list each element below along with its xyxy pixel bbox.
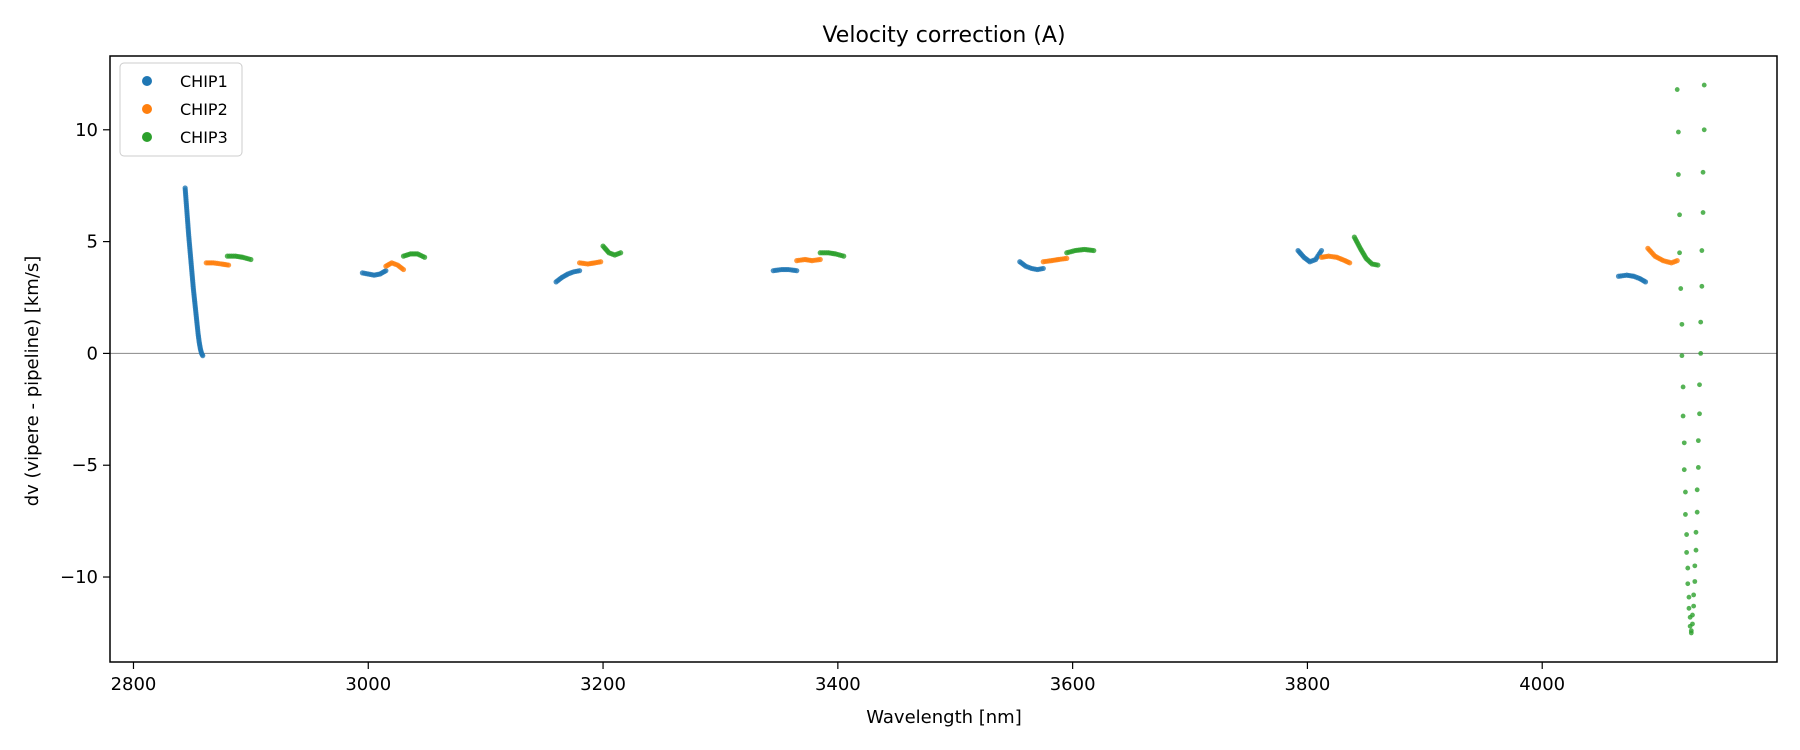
data-point [1697,411,1702,417]
y-tick-label: −5 [71,455,98,476]
data-point [1683,489,1688,495]
series-chip1 [182,185,1649,359]
data-point [1697,382,1702,388]
y-tick-label: 5 [87,232,98,253]
data-point [225,262,232,268]
legend-label-chip2: CHIP2 [180,100,228,119]
y-tick-label: 10 [75,120,98,141]
data-point [1674,87,1680,92]
x-tick-label: 2800 [111,674,157,695]
data-point [618,250,624,256]
data-point [1679,321,1685,327]
series-chip3 [224,82,1707,636]
data-point [1700,210,1706,215]
data-point [1675,172,1681,177]
data-point [1675,129,1681,135]
data-point [1681,467,1687,473]
data-point [1693,547,1699,553]
data-point [1677,250,1682,256]
data-point [1040,265,1046,272]
data-point [248,256,254,263]
data-point [1694,509,1700,515]
data-point [1318,247,1325,254]
data-point [1693,529,1699,535]
data-point [1692,563,1698,569]
data-point [1683,512,1688,517]
data-point [1091,247,1097,254]
legend-box [119,62,243,157]
data-point [1680,413,1686,419]
data-point [383,268,389,274]
data-point [422,254,428,260]
data-point [1679,353,1685,359]
data-point [1701,82,1707,88]
legend-label-chip1: CHIP1 [180,72,228,91]
data-point [1700,169,1706,175]
x-tick-label: 4000 [1519,674,1565,695]
data-point [1698,319,1704,325]
data-point [1064,255,1070,261]
data-point [1701,127,1707,133]
data-point [1686,594,1692,600]
x-tick-label: 3200 [580,674,626,695]
data-point [1684,532,1690,537]
points-layer [182,82,1707,636]
data-point [1692,579,1698,584]
data-point [1688,630,1694,636]
data-point [1642,279,1649,285]
x-tick-label: 3000 [345,674,391,695]
y-tick-label: 0 [87,343,98,364]
legend-marker-chip2 [142,104,152,114]
ticks-layer: 2800 3000 3200 3400 3600 3800 4000 −10 −5 0 5 10 [60,120,1565,695]
legend-label-chip3: CHIP3 [180,128,228,147]
data-point [1680,384,1686,390]
legend-entry-chip2: CHIP2 [142,100,228,119]
legend: CHIP1 CHIP2 CHIP3 [119,62,243,157]
data-point [1695,438,1701,444]
chart-title: Velocity correction (A) [822,23,1065,48]
x-axis-label: Wavelength [nm] [866,707,1022,728]
data-point [1677,212,1682,218]
data-point [200,353,206,359]
legend-entry-chip1: CHIP1 [142,72,228,91]
data-point [1681,440,1687,446]
x-tick-label: 3800 [1285,674,1331,695]
data-point [400,266,407,273]
data-point [1686,605,1692,611]
data-point [1694,487,1700,493]
data-point [1699,283,1705,289]
data-point [1699,248,1705,253]
data-point [1375,262,1381,268]
x-tick-label: 3600 [1050,674,1096,695]
data-point [1691,592,1697,598]
data-point [1691,603,1697,609]
data-point [794,268,800,274]
y-tick-label: −10 [60,567,98,588]
data-point [1685,565,1691,571]
data-point [1690,621,1695,627]
legend-entry-chip3: CHIP3 [142,128,228,147]
series-chip2 [203,245,1680,273]
y-axis-label: dv (vipere - pipeline) [km/s] [22,256,43,507]
data-point [1678,286,1684,291]
data-point [1685,581,1691,587]
legend-marker-chip1 [142,76,152,86]
data-point [1690,612,1695,618]
legend-marker-chip3 [142,132,152,142]
data-point [1684,550,1690,555]
data-point [598,259,604,265]
data-point [1698,351,1704,356]
data-point [1347,260,1353,266]
data-point [841,253,847,259]
data-point [817,256,823,263]
data-point [576,268,583,274]
plot-frame [109,55,1778,663]
x-tick-label: 3400 [815,674,861,695]
data-point [1674,258,1680,264]
data-point [1695,465,1701,470]
